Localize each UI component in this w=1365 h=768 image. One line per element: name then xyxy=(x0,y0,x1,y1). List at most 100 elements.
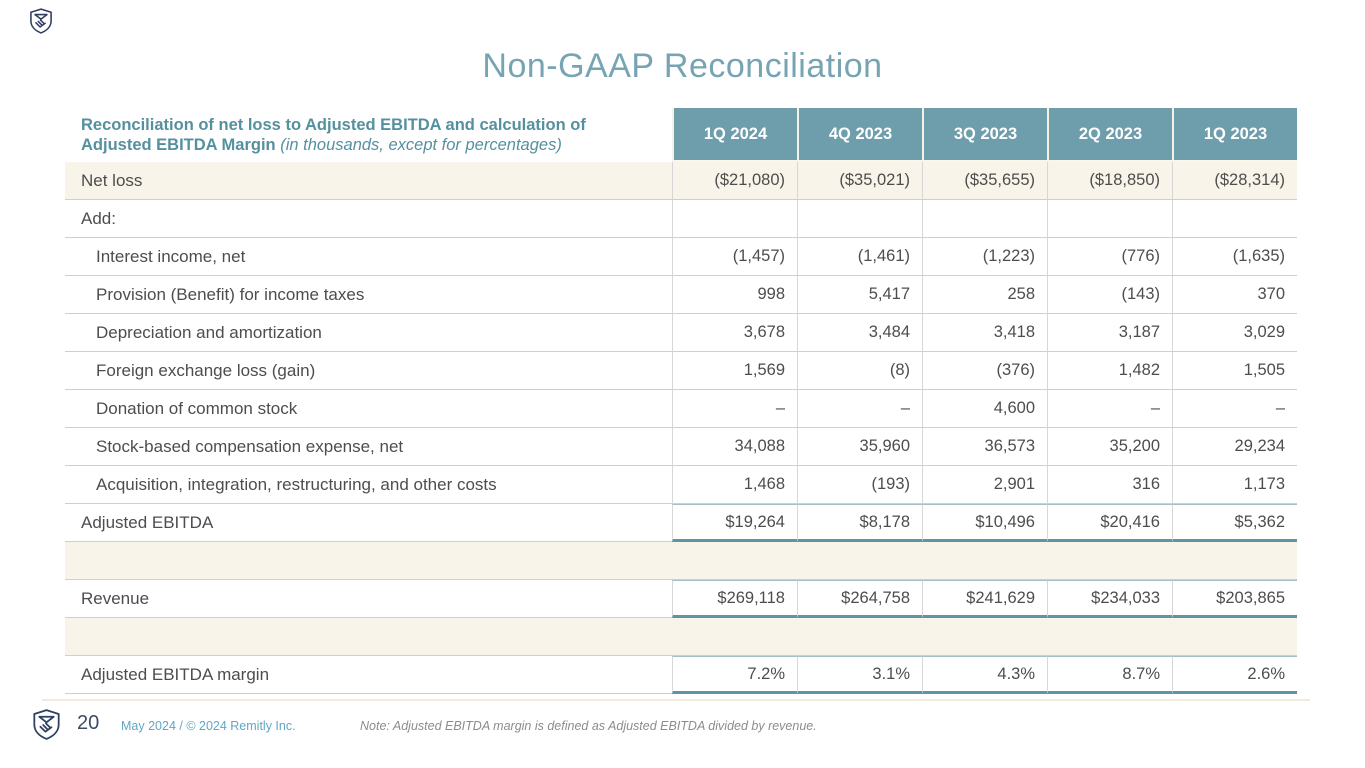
table-header-row: Reconciliation of net loss to Adjusted E… xyxy=(65,108,1297,162)
cell-value: (1,223) xyxy=(922,238,1047,276)
row-label: Foreign exchange loss (gain) xyxy=(65,352,672,390)
spacer-cell xyxy=(65,542,1297,580)
cell-value: 1,505 xyxy=(1172,352,1297,390)
cell-value: ($21,080) xyxy=(672,162,797,200)
cell-value: $5,362 xyxy=(1172,504,1297,542)
cell-value xyxy=(1047,200,1172,238)
column-header: 3Q 2023 xyxy=(922,108,1047,162)
cell-value: 998 xyxy=(672,276,797,314)
row-label: Depreciation and amortization xyxy=(65,314,672,352)
cell-value: (8) xyxy=(797,352,922,390)
cell-value: 3.1% xyxy=(797,656,922,694)
table-header-label: Reconciliation of net loss to Adjusted E… xyxy=(65,108,672,162)
cell-value: – xyxy=(1172,390,1297,428)
cell-value: $19,264 xyxy=(672,504,797,542)
cell-value: $8,178 xyxy=(797,504,922,542)
header-label-bold: Reconciliation of net loss to Adjusted E… xyxy=(81,116,586,154)
cell-value: – xyxy=(1047,390,1172,428)
header-label-italic: (in thousands, except for percentages) xyxy=(280,136,562,154)
cell-value: 35,200 xyxy=(1047,428,1172,466)
cell-value: 3,418 xyxy=(922,314,1047,352)
cell-value: 35,960 xyxy=(797,428,922,466)
cell-value xyxy=(797,200,922,238)
cell-value: 36,573 xyxy=(922,428,1047,466)
cell-value: $241,629 xyxy=(922,580,1047,618)
table-row: Donation of common stock – –4,600– – xyxy=(65,390,1297,428)
cell-value: 370 xyxy=(1172,276,1297,314)
cell-value: ($35,021) xyxy=(797,162,922,200)
table-spacer-row xyxy=(65,618,1297,656)
table-row: Foreign exchange loss (gain) 1,569 (8) (376… xyxy=(65,352,1297,390)
cell-value: 4,600 xyxy=(922,390,1047,428)
column-header: 1Q 2024 xyxy=(672,108,797,162)
row-label: Donation of common stock xyxy=(65,390,672,428)
table-row: Net loss ($21,080) ($35,021) ($35,655) ($18,… xyxy=(65,162,1297,200)
table-row: Adjusted EBITDA $19,264 $8,178 $10,496 $20,4… xyxy=(65,504,1297,542)
table-row: Adjusted EBITDA margin 7.2% 3.1% 4.3% 8.7% 2.… xyxy=(65,656,1297,694)
cell-value: 258 xyxy=(922,276,1047,314)
cell-value: 1,482 xyxy=(1047,352,1172,390)
cell-value: (376) xyxy=(922,352,1047,390)
cell-value: (1,635) xyxy=(1172,238,1297,276)
table-row: Acquisition, integration, restructuring,… xyxy=(65,466,1297,504)
table-row: Revenue $269,118 $264,758 $241,629 $234,033 $… xyxy=(65,580,1297,618)
column-header: 4Q 2023 xyxy=(797,108,922,162)
table-row: Depreciation and amortization 3,678 3,484 3… xyxy=(65,314,1297,352)
cell-value: $269,118 xyxy=(672,580,797,618)
cell-value: ($28,314) xyxy=(1172,162,1297,200)
row-label: Stock-based compensation expense, net xyxy=(65,428,672,466)
cell-value: 1,173 xyxy=(1172,466,1297,504)
cell-value: 4.3% xyxy=(922,656,1047,694)
cell-value: ($18,850) xyxy=(1047,162,1172,200)
cell-value: $234,033 xyxy=(1047,580,1172,618)
remitly-shield-logo-icon xyxy=(33,709,60,740)
footer-copyright: May 2024 / © 2024 Remitly Inc. xyxy=(121,719,296,733)
cell-value: (1,457) xyxy=(672,238,797,276)
row-label: Add: xyxy=(65,200,672,238)
cell-value: (143) xyxy=(1047,276,1172,314)
cell-value: 3,678 xyxy=(672,314,797,352)
cell-value: 8.7% xyxy=(1047,656,1172,694)
cell-value: (776) xyxy=(1047,238,1172,276)
cell-value: 3,187 xyxy=(1047,314,1172,352)
row-label: Net loss xyxy=(65,162,672,200)
cell-value: 5,417 xyxy=(797,276,922,314)
row-label: Acquisition, integration, restructuring,… xyxy=(65,466,672,504)
cell-value: 2.6% xyxy=(1172,656,1297,694)
cell-value xyxy=(922,200,1047,238)
table-body: Net loss ($21,080) ($35,021) ($35,655) ($18,… xyxy=(65,162,1297,694)
spacer-cell xyxy=(65,618,1297,656)
cell-value: 1,569 xyxy=(672,352,797,390)
cell-value: (1,461) xyxy=(797,238,922,276)
cell-value: (193) xyxy=(797,466,922,504)
cell-value: $264,758 xyxy=(797,580,922,618)
cell-value: – xyxy=(672,390,797,428)
cell-value: 3,029 xyxy=(1172,314,1297,352)
row-label: Revenue xyxy=(65,580,672,618)
row-label: Interest income, net xyxy=(65,238,672,276)
remitly-shield-logo-icon xyxy=(30,8,52,34)
cell-value: 34,088 xyxy=(672,428,797,466)
reconciliation-table: Reconciliation of net loss to Adjusted E… xyxy=(65,108,1297,694)
footer-note: Note: Adjusted EBITDA margin is defined … xyxy=(360,719,817,733)
cell-value: 3,484 xyxy=(797,314,922,352)
cell-value: 1,468 xyxy=(672,466,797,504)
cell-value: – xyxy=(797,390,922,428)
cell-value: $203,865 xyxy=(1172,580,1297,618)
page-title: Non-GAAP Reconciliation xyxy=(482,47,883,85)
column-header: 2Q 2023 xyxy=(1047,108,1172,162)
row-label: Adjusted EBITDA xyxy=(65,504,672,542)
cell-value: 7.2% xyxy=(672,656,797,694)
cell-value xyxy=(1172,200,1297,238)
cell-value xyxy=(672,200,797,238)
cell-value: 316 xyxy=(1047,466,1172,504)
column-header: 1Q 2023 xyxy=(1172,108,1297,162)
table-row: Provision (Benefit) for income taxes 998 5… xyxy=(65,276,1297,314)
row-label: Provision (Benefit) for income taxes xyxy=(65,276,672,314)
cell-value: ($35,655) xyxy=(922,162,1047,200)
table-row: Add: xyxy=(65,200,1297,238)
row-label: Adjusted EBITDA margin xyxy=(65,656,672,694)
cell-value: 29,234 xyxy=(1172,428,1297,466)
table-row: Interest income, net (1,457) (1,461) (1,223… xyxy=(65,238,1297,276)
